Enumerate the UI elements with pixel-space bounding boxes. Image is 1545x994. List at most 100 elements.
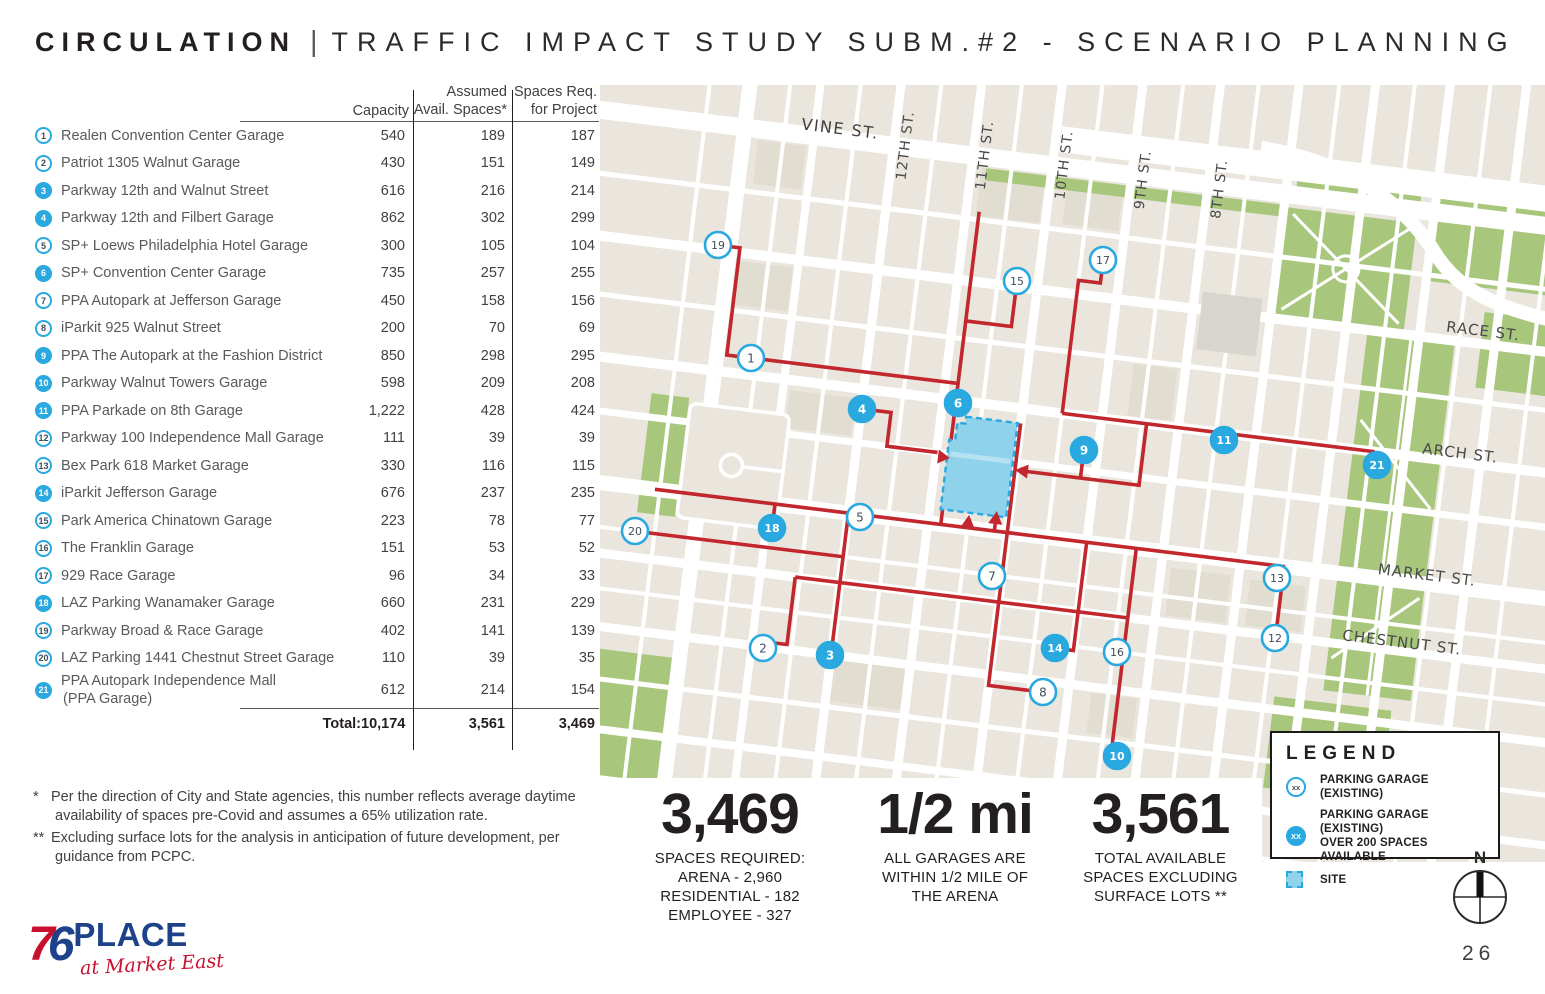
- stat-caption-line: SURFACE LOTS **: [1093, 888, 1228, 905]
- garage-capacity: 300: [380, 237, 405, 254]
- garage-name: LAZ Parking 1441 Chestnut Street Garage: [61, 650, 335, 667]
- garage-required-spaces: 77: [578, 512, 595, 529]
- title-separator: |: [309, 26, 318, 58]
- garage-capacity: 200: [380, 320, 405, 337]
- garage-name: Parkway Broad & Race Garage: [61, 622, 264, 639]
- street-label-numbered: 9TH ST.: [1132, 149, 1155, 210]
- garage-name: Realen Convention Center Garage: [61, 127, 285, 144]
- legend-item-label: PARKING GARAGE (EXISTING): [1320, 774, 1429, 800]
- garage-name: iParkit Jefferson Garage: [61, 485, 218, 502]
- stat-half-mile: 1/2 mi ALL GARAGES ARE WITHIN 1/2 MILE OF…: [845, 785, 1065, 906]
- table-row: 21 PPA Autopark Independence Mall (PPA Gar…: [35, 672, 599, 708]
- garage-capacity: 598: [380, 375, 405, 392]
- stat-caption-line: SPACES EXCLUDING: [1083, 869, 1238, 886]
- garage-capacity: 862: [380, 210, 405, 227]
- garage-available-spaces: 257: [480, 265, 505, 282]
- stat-value: 3,561: [1091, 782, 1231, 846]
- garage-available-spaces: 302: [480, 210, 505, 227]
- table-row: 7 PPA Autopark at Jefferson Garage 450 158 1…: [35, 287, 599, 315]
- map-marker-21: 21: [1362, 450, 1392, 480]
- logo-place: PLACE: [73, 916, 188, 953]
- stat-spaces-required: 3,469 SPACES REQUIRED: ARENA - 2,960 RESID…: [620, 785, 840, 925]
- footnote-marker: *: [33, 789, 39, 805]
- header-rule: [240, 121, 599, 122]
- footnote: ** Excluding surface lots for the analysi…: [33, 830, 560, 865]
- header-spaces-required: Spaces Req. for Project: [513, 84, 597, 118]
- garage-marker-icon: 15: [35, 512, 52, 530]
- garage-marker-icon: 18: [35, 594, 52, 612]
- garage-marker-icon: 20: [35, 649, 52, 667]
- garage-capacity: 660: [380, 595, 405, 612]
- garage-name: Patriot 1305 Walnut Garage: [61, 155, 241, 172]
- table-row: 8 iParkit 925 Walnut Street 200 70 69: [35, 315, 599, 343]
- map-marker-12: 12: [1260, 623, 1290, 653]
- garage-available-spaces: 216: [480, 182, 505, 199]
- garage-name: Parkway 12th and Filbert Garage: [61, 210, 274, 227]
- svg-text:20: 20: [628, 525, 642, 538]
- garage-required-spaces: 69: [578, 320, 595, 337]
- svg-text:6: 6: [954, 397, 962, 411]
- stat-caption-line: WITHIN 1/2 MILE OF: [881, 869, 1029, 886]
- garage-marker-icon: 5: [35, 237, 52, 255]
- table-row: 10 Parkway Walnut Towers Garage 598 209 208: [35, 370, 599, 398]
- map-marker-9: 9: [1069, 435, 1099, 465]
- garage-capacity: 111: [382, 430, 405, 447]
- header-capacity: Capacity: [352, 103, 409, 119]
- table-row: 13 Bex Park 618 Market Garage 330 116 115: [35, 452, 599, 480]
- stat-caption-line: THE ARENA: [911, 888, 999, 905]
- stat-value: 3,469: [661, 782, 800, 846]
- garage-required-spaces: 295: [570, 347, 595, 364]
- garage-capacity: 96: [388, 567, 405, 584]
- garage-marker-icon: 10: [35, 374, 52, 392]
- garage-capacity: 151: [380, 540, 405, 557]
- table-row: 19 Parkway Broad & Race Garage 402 141 139: [35, 617, 599, 645]
- garage-available-spaces: 214: [480, 682, 505, 698]
- svg-text:1: 1: [747, 352, 755, 366]
- garage-name: The Franklin Garage: [61, 540, 194, 557]
- map-marker-10: 10: [1102, 741, 1132, 771]
- site-swatch-icon: [1286, 871, 1320, 888]
- garage-available-spaces: 298: [480, 347, 505, 364]
- garage-available-spaces: 189: [480, 127, 505, 144]
- garage-required-spaces: 187: [570, 127, 595, 144]
- stat-caption-line: SPACES REQUIRED:: [654, 850, 806, 867]
- garage-marker-icon: 17: [35, 567, 52, 585]
- legend-item: XX PARKING GARAGE (EXISTING) OVER 200 SPAC…: [1286, 808, 1486, 864]
- total-avail: 3,561: [468, 716, 505, 732]
- table-row: 14 iParkit Jefferson Garage 676 237 235: [35, 480, 599, 508]
- garage-required-spaces: 35: [578, 650, 595, 667]
- svg-text:21: 21: [1369, 459, 1384, 472]
- page-title: CIRCULATION | TRAFFIC IMPACT STUDY SUBM.#2…: [35, 26, 1517, 59]
- garage-name: PPA Parkade on 8th Garage: [61, 402, 243, 419]
- open-garage-marker-icon: xx: [1286, 777, 1320, 797]
- table-row: 18 LAZ Parking Wanamaker Garage 660 231 229: [35, 590, 599, 618]
- svg-text:16: 16: [1110, 646, 1124, 659]
- garage-name: 929 Race Garage: [61, 567, 176, 584]
- garage-name: SP+ Loews Philadelphia Hotel Garage: [61, 237, 309, 254]
- stat-caption: SPACES REQUIRED: ARENA - 2,960 RESIDENTIAL…: [620, 849, 840, 925]
- map-marker-7: 7: [977, 561, 1007, 591]
- garage-name: PPA Autopark Independence Mall (PPA Garag…: [61, 672, 361, 708]
- building-block: [1196, 291, 1263, 357]
- garage-required-spaces: 214: [570, 182, 595, 199]
- compass-north-label: N: [1473, 848, 1487, 867]
- map-legend: LEGEND xx PARKING GARAGE (EXISTING) XX PARK…: [1270, 731, 1500, 888]
- legend-title: LEGEND: [1286, 743, 1402, 764]
- garage-available-spaces: 231: [480, 595, 505, 612]
- stat-caption: TOTAL AVAILABLE SPACES EXCLUDING SURFACE L…: [1048, 849, 1273, 906]
- table-row: 16 The Franklin Garage 151 53 52: [35, 535, 599, 563]
- filled-garage-marker-icon: XX: [1286, 826, 1320, 846]
- garage-name: PPA The Autopark at the Fashion District: [61, 347, 323, 364]
- table-row: 2 Patriot 1305 Walnut Garage 430 151 149: [35, 150, 599, 178]
- svg-text:7: 7: [988, 570, 996, 584]
- svg-text:9: 9: [1080, 444, 1088, 458]
- legend-items: xx PARKING GARAGE (EXISTING) XX PARKING GAR…: [1286, 773, 1486, 888]
- garage-capacity: 616: [380, 182, 405, 199]
- stat-caption-line: RESIDENTIAL - 182: [660, 888, 800, 905]
- garage-name: Parkway 12th and Walnut Street: [61, 182, 269, 199]
- svg-text:19: 19: [711, 239, 725, 252]
- garage-marker-icon: 14: [35, 484, 52, 502]
- garage-required-spaces: 149: [570, 155, 595, 172]
- legend-item: xx PARKING GARAGE (EXISTING): [1286, 773, 1486, 801]
